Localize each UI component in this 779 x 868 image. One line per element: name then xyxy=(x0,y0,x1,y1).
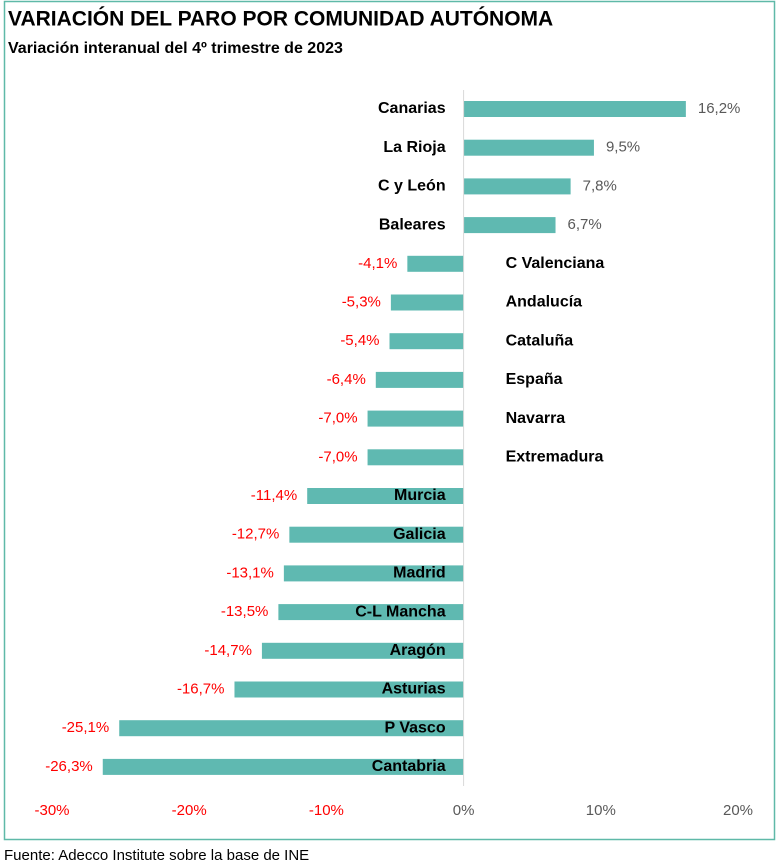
category-label: C Valenciana xyxy=(506,255,605,272)
value-label: -7,0% xyxy=(318,448,357,465)
category-label: C-L Mancha xyxy=(355,603,445,620)
x-tick-label: 20% xyxy=(723,802,753,819)
value-label: 9,5% xyxy=(606,139,640,156)
bar xyxy=(307,488,464,504)
bar xyxy=(389,333,464,350)
category-label: Navarra xyxy=(506,410,566,427)
bar xyxy=(234,681,464,698)
source-note: Fuente: Adecco Institute sobre la base d… xyxy=(4,847,309,864)
x-tick-label: -10% xyxy=(309,802,344,819)
x-tick-label: -20% xyxy=(172,802,207,819)
category-label: Galicia xyxy=(393,526,446,543)
bar xyxy=(102,758,464,775)
bar xyxy=(367,410,464,427)
value-label: -5,3% xyxy=(342,293,381,310)
value-label: -14,7% xyxy=(204,642,252,659)
category-label: Andalucía xyxy=(506,294,583,311)
value-label: -5,4% xyxy=(340,332,379,349)
value-label: -12,7% xyxy=(232,526,280,543)
bar xyxy=(390,294,464,311)
category-label: Canarias xyxy=(378,100,446,117)
category-label: La Rioja xyxy=(383,139,445,156)
category-label: Murcia xyxy=(394,487,446,504)
x-tick-label: 10% xyxy=(586,802,616,819)
bar xyxy=(463,217,556,234)
bar xyxy=(261,642,464,659)
value-label: 16,2% xyxy=(698,100,741,117)
x-tick-label: -30% xyxy=(34,802,69,819)
category-label: Aragón xyxy=(390,642,446,659)
category-label: Cataluña xyxy=(506,332,574,349)
value-label: -11,4% xyxy=(251,487,297,504)
category-label: P Vasco xyxy=(385,719,446,736)
category-label: España xyxy=(506,371,563,388)
bar xyxy=(278,604,464,621)
bar xyxy=(463,139,594,156)
chart-subtitle: Variación interanual del 4º trimestre de… xyxy=(8,40,343,57)
x-tick-label: 0% xyxy=(453,802,475,819)
value-label: 6,7% xyxy=(568,216,602,233)
bar xyxy=(463,178,571,195)
value-label: -13,1% xyxy=(226,564,274,581)
bar xyxy=(283,565,464,582)
bar xyxy=(367,449,464,466)
value-label: -25,1% xyxy=(62,719,110,736)
bar xyxy=(407,255,464,272)
value-label: -6,4% xyxy=(327,371,366,388)
chart-title: VARIACIÓN DEL PARO POR COMUNIDAD AUTÓNOM… xyxy=(8,7,553,31)
category-label: Baleares xyxy=(379,216,446,233)
bar xyxy=(289,526,464,543)
value-label: -7,0% xyxy=(318,410,357,427)
value-label: -4,1% xyxy=(358,255,397,272)
value-label: -16,7% xyxy=(177,680,225,697)
category-label: Madrid xyxy=(393,565,445,582)
bar xyxy=(119,720,464,737)
value-label: -26,3% xyxy=(45,758,93,775)
value-label: -13,5% xyxy=(221,603,269,620)
bar xyxy=(375,371,464,388)
category-label: Asturias xyxy=(382,681,446,698)
bar xyxy=(463,101,686,117)
category-label: Cantabria xyxy=(372,758,446,775)
value-label: 7,8% xyxy=(583,177,617,194)
frame xyxy=(3,0,776,841)
category-label: C y León xyxy=(378,178,446,195)
category-label: Extremadura xyxy=(506,449,604,466)
